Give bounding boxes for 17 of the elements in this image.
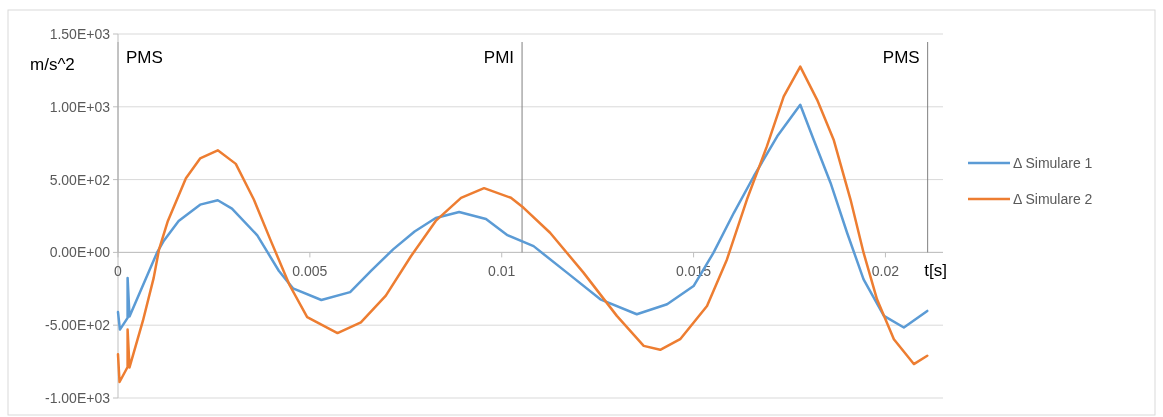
- legend-label: Δ Simulare 2: [1013, 190, 1093, 207]
- x-axis-title: t[s]: [924, 261, 947, 281]
- y-tick-label: -5.00E+02: [45, 317, 111, 334]
- ref-line-label: PMS: [126, 48, 163, 67]
- y-tick-label: 0.00E+00: [49, 244, 111, 261]
- y-tick-label: 5.00E+02: [49, 171, 111, 188]
- y-tick-label: 1.00E+03: [49, 98, 111, 115]
- y-tick-label: -1.00E+03: [45, 389, 111, 406]
- y-tick-label: 1.50E+03: [49, 25, 111, 42]
- x-tick-label: 0: [114, 263, 123, 280]
- legend-label: Δ Simulare 1: [1013, 154, 1093, 171]
- ref-line-label: PMS: [882, 48, 920, 67]
- x-tick-label: 0.01: [488, 263, 516, 280]
- x-tick-label: 0.005: [292, 263, 328, 280]
- y-axis-title: m/s^2: [30, 55, 75, 74]
- ref-line-label: PMI: [483, 48, 515, 67]
- x-tick-label: 0.02: [871, 263, 900, 280]
